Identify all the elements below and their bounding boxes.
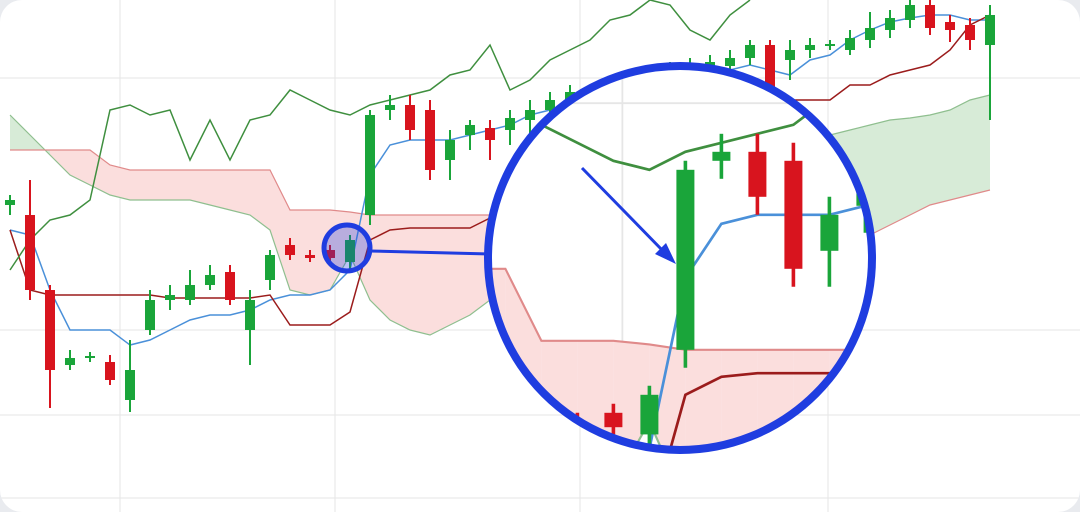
cloud-segment <box>390 215 410 330</box>
magnifier <box>321 62 876 454</box>
cloud-segment <box>150 170 170 200</box>
cloud-segment <box>450 215 470 325</box>
candle-body <box>345 240 355 262</box>
candle-body <box>805 45 815 50</box>
candle-body <box>185 285 195 300</box>
candle-body <box>785 50 795 60</box>
candle-body <box>425 110 435 170</box>
cloud-segment <box>870 120 890 235</box>
candle-body <box>745 45 755 58</box>
candle-body <box>725 58 735 66</box>
focus-circle <box>321 222 373 274</box>
cloud-segment <box>430 215 450 335</box>
arrow-shaft <box>580 166 668 256</box>
candle-body <box>445 140 455 160</box>
candle-body <box>25 215 35 290</box>
cloud-segment <box>230 170 250 215</box>
cloud-segment <box>930 110 950 205</box>
candle-body <box>225 272 235 300</box>
candle-body <box>405 105 415 130</box>
cloud-segment <box>110 165 130 200</box>
cloud-segment <box>290 210 310 295</box>
cloud-segment <box>130 170 150 200</box>
candle-body <box>5 200 15 205</box>
connector <box>369 249 491 256</box>
cloud-segment <box>310 210 330 295</box>
candle-body <box>945 22 955 30</box>
candle-body <box>365 115 375 215</box>
candle-body <box>525 110 535 120</box>
candle-body <box>325 250 335 258</box>
cloud-segment <box>950 100 970 200</box>
cloud-segment <box>50 150 70 175</box>
cloud-segment <box>170 170 190 200</box>
candle-body <box>845 38 855 50</box>
candle-body <box>485 128 495 140</box>
candle-body <box>385 105 395 110</box>
candle-body <box>545 100 555 110</box>
candle-body <box>905 5 915 20</box>
candle-body <box>465 125 475 135</box>
candle-body <box>925 5 935 28</box>
candle-body <box>885 18 895 30</box>
cloud-segment <box>70 150 90 185</box>
candle-body <box>825 44 835 46</box>
cloud-segment <box>250 170 270 230</box>
cloud-segment <box>190 170 210 205</box>
candle-body <box>765 45 775 100</box>
candle-body <box>105 362 115 380</box>
indicator-line <box>9 0 751 271</box>
candle-body <box>985 15 995 45</box>
candle-body <box>205 275 215 285</box>
candle-body <box>165 295 175 300</box>
arrow-head <box>655 243 676 264</box>
candle-body <box>125 370 135 400</box>
magnifier-content <box>488 66 872 450</box>
cloud-segment <box>10 115 30 150</box>
cloud-segment <box>210 170 230 210</box>
cloud-segment <box>910 115 930 215</box>
cloud-segment <box>890 118 910 225</box>
candle-body <box>505 118 515 130</box>
cloud-segment <box>410 215 430 335</box>
candle-body <box>245 300 255 330</box>
lens-circle <box>484 62 876 454</box>
candle-body <box>145 300 155 330</box>
candle-body <box>85 356 95 358</box>
cloud-segment <box>970 95 990 195</box>
candle-body <box>965 25 975 40</box>
candle-body <box>65 358 75 365</box>
candle-body <box>285 245 295 255</box>
cloud-segment <box>370 215 390 320</box>
candle-body <box>45 290 55 370</box>
candle-body <box>305 255 315 258</box>
candle-body <box>265 255 275 280</box>
indicator-line <box>9 14 990 346</box>
candle-body <box>865 28 875 40</box>
